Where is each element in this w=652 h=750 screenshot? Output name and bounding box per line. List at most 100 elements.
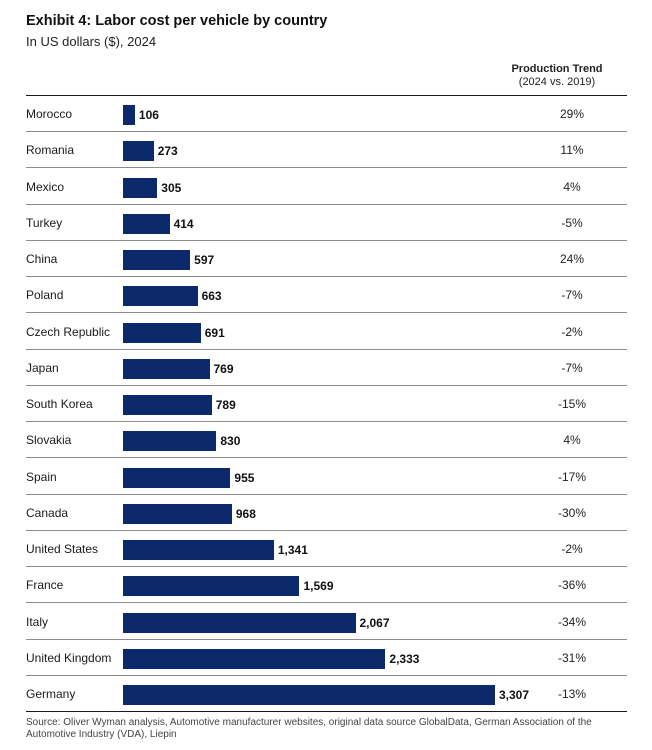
table-row: Spain 955 -17% <box>26 459 627 495</box>
country-label: South Korea <box>26 397 93 411</box>
bar-value-label: 789 <box>215 398 236 412</box>
table-row: Morocco 106 29% <box>26 96 627 132</box>
bar-value-label: 955 <box>234 470 255 485</box>
bar <box>123 648 386 669</box>
table-row: Turkey 414 -5% <box>26 205 627 241</box>
bar-value-label: 691 <box>204 325 225 340</box>
row-divider <box>26 312 627 314</box>
bar-value-label: 1,569 <box>303 579 334 594</box>
bar <box>123 503 232 524</box>
row-divider <box>26 638 627 640</box>
production-trend-value: 29% <box>559 107 585 121</box>
bar <box>123 286 198 307</box>
bar <box>123 141 154 162</box>
country-label: Romania <box>26 143 75 158</box>
table-row: Germany 3,307 -13% <box>26 676 627 712</box>
bar <box>123 576 300 597</box>
production-trend-header-period: (2024 vs. 2019) <box>518 76 596 88</box>
bar-value-label: 305 <box>161 180 182 195</box>
table-row: United States 1,341 -2% <box>26 531 627 567</box>
country-label: United Kingdom <box>26 650 112 665</box>
country-label: France <box>26 578 64 593</box>
bar-value-label: 273 <box>157 144 178 159</box>
bar-value-label: 968 <box>235 506 256 521</box>
table-row: Mexico 305 4% <box>26 169 627 205</box>
production-trend-header: Production Trend (2024 vs. 2019) <box>487 63 627 89</box>
row-divider <box>26 167 627 169</box>
table-row: Canada 968 -30% <box>26 495 627 531</box>
country-label: Turkey <box>26 215 63 230</box>
production-trend-value: -36% <box>557 578 586 593</box>
row-divider <box>26 421 627 422</box>
bar <box>123 685 495 705</box>
table-row: Czech Republic 691 -2% <box>26 314 627 350</box>
country-label: China <box>26 252 58 266</box>
bar <box>123 322 201 343</box>
bar <box>123 612 356 633</box>
production-trend-value: -30% <box>557 505 586 520</box>
row-divider <box>26 602 627 604</box>
country-label: Spain <box>26 469 57 484</box>
table-top-rule <box>26 95 627 96</box>
bar-value-label: 663 <box>201 289 222 304</box>
chart-subtitle: In US dollars ($), 2024 <box>26 34 157 49</box>
country-label: Italy <box>26 614 49 629</box>
table-row: South Korea 789 -15% <box>26 386 627 422</box>
bar-value-label: 1,341 <box>277 543 308 557</box>
row-divider <box>26 239 627 241</box>
production-trend-value: -34% <box>557 614 586 629</box>
table-row: Romania 273 11% <box>26 132 627 169</box>
bar-value-label: 597 <box>194 253 215 267</box>
bar-value-label: 414 <box>173 216 194 231</box>
row-divider <box>26 348 627 350</box>
production-trend-value: -13% <box>557 687 586 701</box>
bar <box>123 213 170 234</box>
bar-value-label: 3,307 <box>499 688 530 702</box>
bar <box>123 177 158 198</box>
bar <box>123 431 217 452</box>
country-label: Morocco <box>26 107 73 121</box>
bar-value-label: 2,067 <box>359 615 390 630</box>
row-divider <box>26 203 627 205</box>
production-trend-value: -5% <box>561 215 583 230</box>
bar-value-label: 2,333 <box>389 651 420 666</box>
country-label: Germany <box>26 687 76 701</box>
production-trend-value: -7% <box>561 360 583 375</box>
source-note: Source: Oliver Wyman analysis, Automotiv… <box>26 717 592 740</box>
row-divider <box>26 566 627 567</box>
bar <box>123 250 191 270</box>
bar <box>123 395 212 415</box>
bar-value-label: 830 <box>220 434 241 449</box>
bar <box>123 540 274 560</box>
production-trend-header-title: Production Trend <box>511 63 603 75</box>
production-trend-value: -2% <box>561 324 583 339</box>
table-row: Japan 769 -7% <box>26 350 627 386</box>
table-row: United Kingdom 2,333 -31% <box>26 640 627 676</box>
row-divider <box>26 674 627 676</box>
table-row: China 597 24% <box>26 241 627 277</box>
production-trend-value: -17% <box>557 469 586 484</box>
row-divider <box>26 529 627 531</box>
production-trend-value: -31% <box>557 650 586 665</box>
row-divider <box>26 131 627 132</box>
row-divider <box>26 276 627 277</box>
row-divider <box>26 493 627 495</box>
country-label: Poland <box>26 288 64 303</box>
production-trend-value: -2% <box>561 542 583 556</box>
table-row: Slovakia 830 4% <box>26 422 627 459</box>
country-label: Slovakia <box>26 433 72 448</box>
production-trend-value: -15% <box>557 397 586 411</box>
bar <box>123 105 135 125</box>
row-divider <box>26 457 627 459</box>
production-trend-value: 24% <box>559 252 585 266</box>
country-label: Mexico <box>26 179 65 194</box>
bar <box>123 358 210 379</box>
table-row: Poland 663 -7% <box>26 277 627 314</box>
country-label: Canada <box>26 505 69 520</box>
table-row: Italy 2,067 -34% <box>26 604 627 640</box>
row-divider <box>26 384 627 386</box>
bar-value-label: 769 <box>213 361 234 376</box>
production-trend-value: 4% <box>563 179 581 194</box>
bar-value-label: 106 <box>138 108 159 122</box>
country-label: Japan <box>26 360 59 375</box>
